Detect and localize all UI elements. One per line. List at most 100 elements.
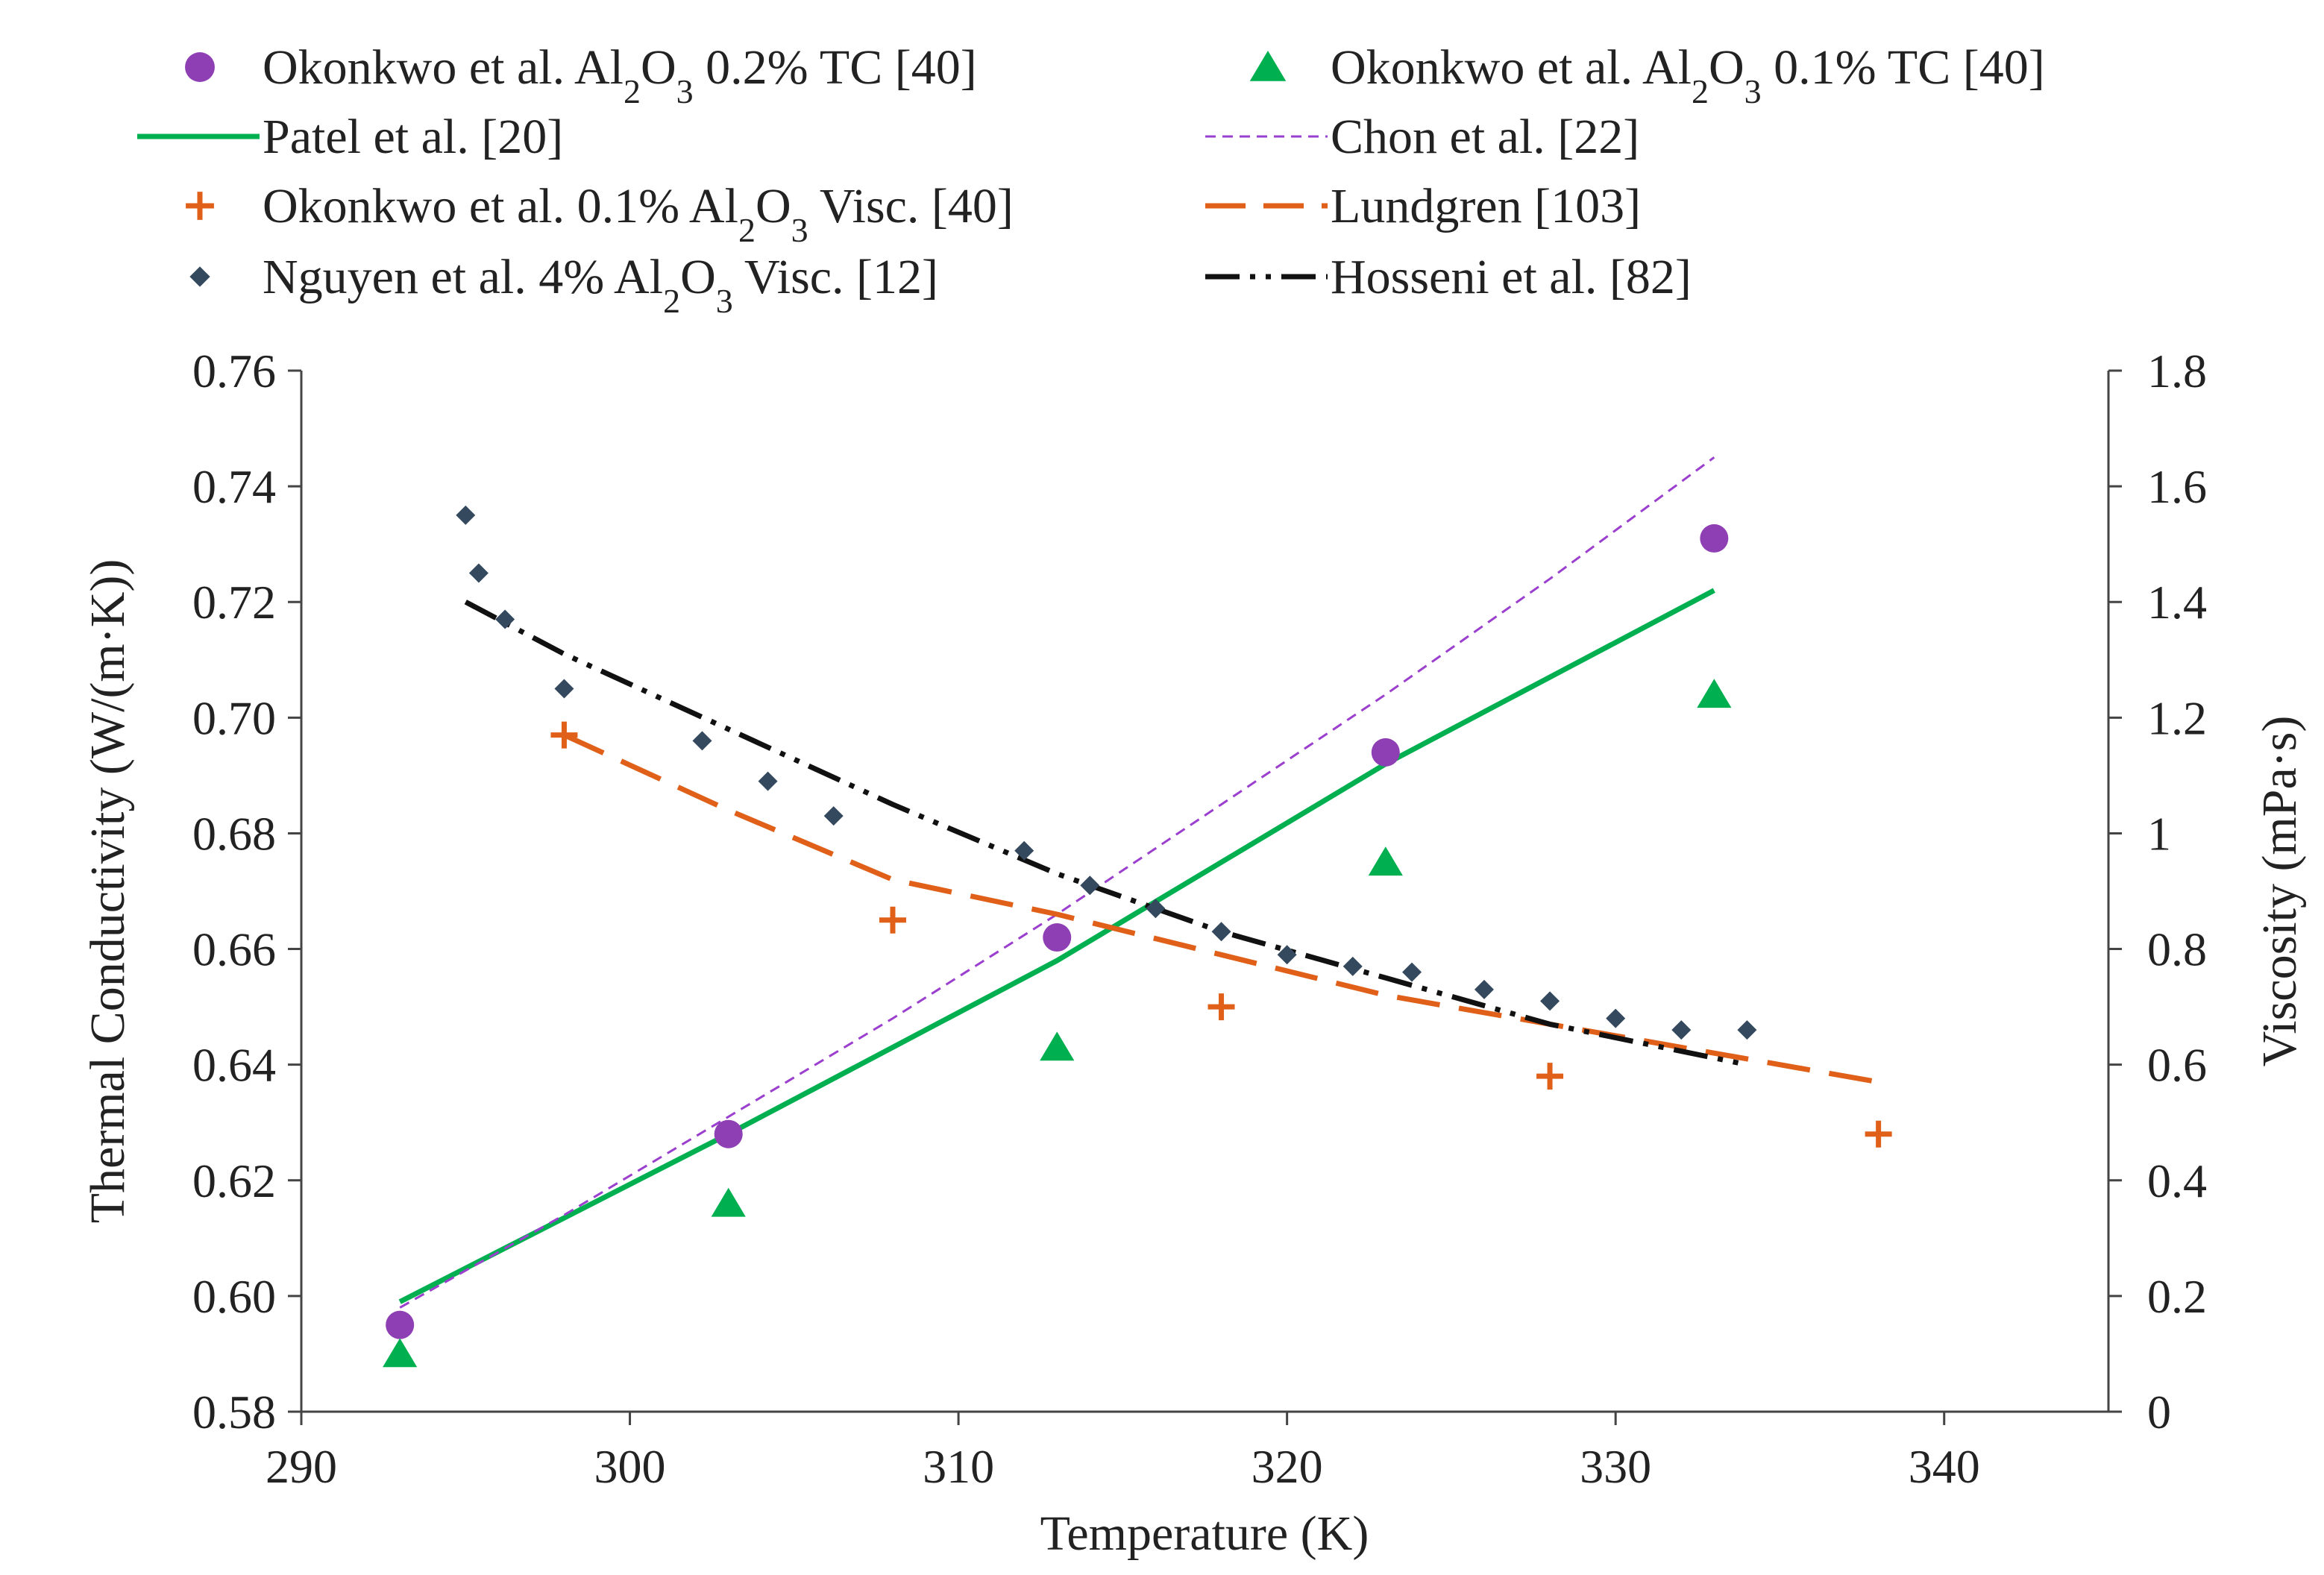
legend-entry: Okonkwo et al. Al2O3 0.2% TC [40]: [185, 40, 977, 110]
axes: [300, 371, 2110, 1413]
data-point: [758, 771, 778, 791]
data-point: [1402, 962, 1422, 982]
legend-text: Okonkwo et al. Al: [1331, 40, 1692, 95]
data-point: [879, 906, 906, 934]
x-tick-label: 330: [1580, 1440, 1651, 1493]
legend-label: Hosseni et al. [82]: [1331, 250, 1692, 304]
data-point: [711, 1187, 746, 1217]
legend-text: Hosseni et al. [82]: [1331, 250, 1692, 304]
data-point: [1536, 1063, 1564, 1090]
legend-text: Patel et al. [20]: [263, 110, 563, 164]
legend-text: 0.2% TC [40]: [694, 40, 977, 95]
series-line: [399, 456, 1715, 1309]
legend-entry: Chon et al. [22]: [1205, 110, 1639, 164]
right-y-tick-label: 0.2: [2147, 1270, 2207, 1323]
legend-entry: Nguyen et al. 4% Al2O3 Visc. [12]: [189, 250, 938, 320]
left-y-tick-label: 0.60: [192, 1270, 276, 1323]
data-point: [1207, 993, 1235, 1021]
series-line: [398, 588, 1715, 1304]
legend-entry: Lundgren [103]: [1205, 179, 1641, 233]
right-y-tick-label: 0.8: [2147, 923, 2207, 976]
legend-text: Visc. [40]: [808, 179, 1014, 233]
left-y-tick-label: 0.66: [192, 923, 276, 976]
data-point: [1606, 1008, 1626, 1028]
left-y-tick-label: 0.62: [192, 1154, 276, 1207]
data-point: [468, 563, 489, 583]
data-point: [1043, 923, 1072, 952]
data-point: [554, 679, 574, 699]
data-point: [1737, 1020, 1757, 1040]
data-point: [1040, 1031, 1075, 1061]
right-y-tick-label: 1.4: [2147, 576, 2207, 629]
right-y-tick-label: 1: [2147, 807, 2171, 860]
x-tick-label: 340: [1909, 1440, 1980, 1493]
left-y-tick-label: 0.58: [192, 1386, 276, 1439]
x-tick-label: 290: [266, 1440, 337, 1493]
data-point: [1211, 922, 1231, 942]
left-y-tick-label: 0.64: [192, 1039, 276, 1092]
legend-text: O: [641, 40, 676, 95]
left-y-tick-label: 0.70: [192, 691, 276, 744]
legend-subscript: 2: [1692, 72, 1709, 110]
left-y-tick-label: 0.74: [192, 460, 276, 513]
data-point: [1474, 979, 1494, 999]
data-point: [1277, 945, 1297, 965]
legend-text: Nguyen et al. 4% Al: [263, 250, 663, 304]
x-tick-label: 320: [1251, 1440, 1323, 1493]
legend-label: Nguyen et al. 4% Al2O3 Visc. [12]: [263, 250, 938, 320]
legend-label: Okonkwo et al. Al2O3 0.2% TC [40]: [263, 40, 977, 110]
legend-label: Okonkwo et al. 0.1% Al2O3 Visc. [40]: [263, 179, 1014, 249]
right-y-tick-label: 1.8: [2147, 345, 2207, 397]
legend-label: Lundgren [103]: [1331, 179, 1641, 233]
legend-subscript: 3: [791, 211, 808, 249]
legend: Okonkwo et al. Al2O3 0.2% TC [40] Okonkwo…: [137, 40, 2045, 320]
legend-subscript: 2: [663, 282, 680, 320]
legend-subscript: 3: [676, 72, 694, 110]
legend-label: Okonkwo et al. Al2O3 0.1% TC [40]: [1331, 40, 2045, 110]
legend-text: Lundgren [103]: [1331, 179, 1641, 233]
legend-subscript: 3: [1744, 72, 1762, 110]
right-y-axis-title: Viscosity (mPa·s): [2252, 716, 2307, 1067]
legend-subscript: 2: [738, 211, 756, 249]
left-y-axis-title: Thermal Conductivity (W/(m·K)): [81, 559, 135, 1224]
data-point: [1671, 1020, 1692, 1040]
series-line: [562, 732, 1879, 1085]
series-line: [464, 600, 1748, 1068]
legend-symbol: [186, 192, 214, 220]
ticks: 290 300 310 320 330 3400.580.600.620.640.660.…: [192, 345, 2207, 1493]
legend-label: Chon et al. [22]: [1331, 110, 1639, 164]
legend-text: Visc. [12]: [733, 250, 938, 304]
legend-entry: Okonkwo et al. Al2O3 0.1% TC [40]: [1249, 40, 2045, 110]
legend-text: Okonkwo et al. 0.1% Al: [263, 179, 738, 233]
legend-subscript: 3: [716, 282, 733, 320]
x-tick-label: 310: [923, 1440, 994, 1493]
data-point: [1014, 840, 1034, 861]
legend-text: O: [756, 179, 791, 233]
data-point: [823, 806, 844, 826]
plot-area: [383, 456, 1892, 1368]
legend-entry: Patel et al. [20]: [137, 110, 563, 164]
legend-text: O: [1709, 40, 1744, 95]
data-point: [692, 731, 712, 751]
legend-text: Chon et al. [22]: [1331, 110, 1639, 164]
data-point: [1371, 738, 1400, 767]
right-y-tick-label: 0.6: [2147, 1039, 2207, 1092]
data-point: [1146, 899, 1166, 919]
legend-entry: Hosseni et al. [82]: [1205, 250, 1692, 304]
data-point: [383, 1338, 418, 1368]
data-point: [1540, 991, 1560, 1011]
legend-symbol: [189, 266, 210, 287]
left-y-tick-label: 0.72: [192, 576, 276, 629]
right-y-tick-label: 1.6: [2147, 460, 2207, 513]
data-point: [1697, 679, 1732, 708]
data-point: [1342, 956, 1363, 976]
left-y-tick-label: 0.76: [192, 345, 276, 397]
data-point: [495, 609, 515, 629]
legend-text: Okonkwo et al. Al: [263, 40, 624, 95]
data-point: [386, 1310, 415, 1339]
x-axis-title: Temperature (K): [1040, 1506, 1369, 1561]
right-y-tick-label: 1.2: [2147, 691, 2207, 744]
right-y-tick-label: 0: [2147, 1386, 2171, 1439]
data-point: [1865, 1120, 1892, 1148]
right-y-tick-label: 0.4: [2147, 1154, 2207, 1207]
